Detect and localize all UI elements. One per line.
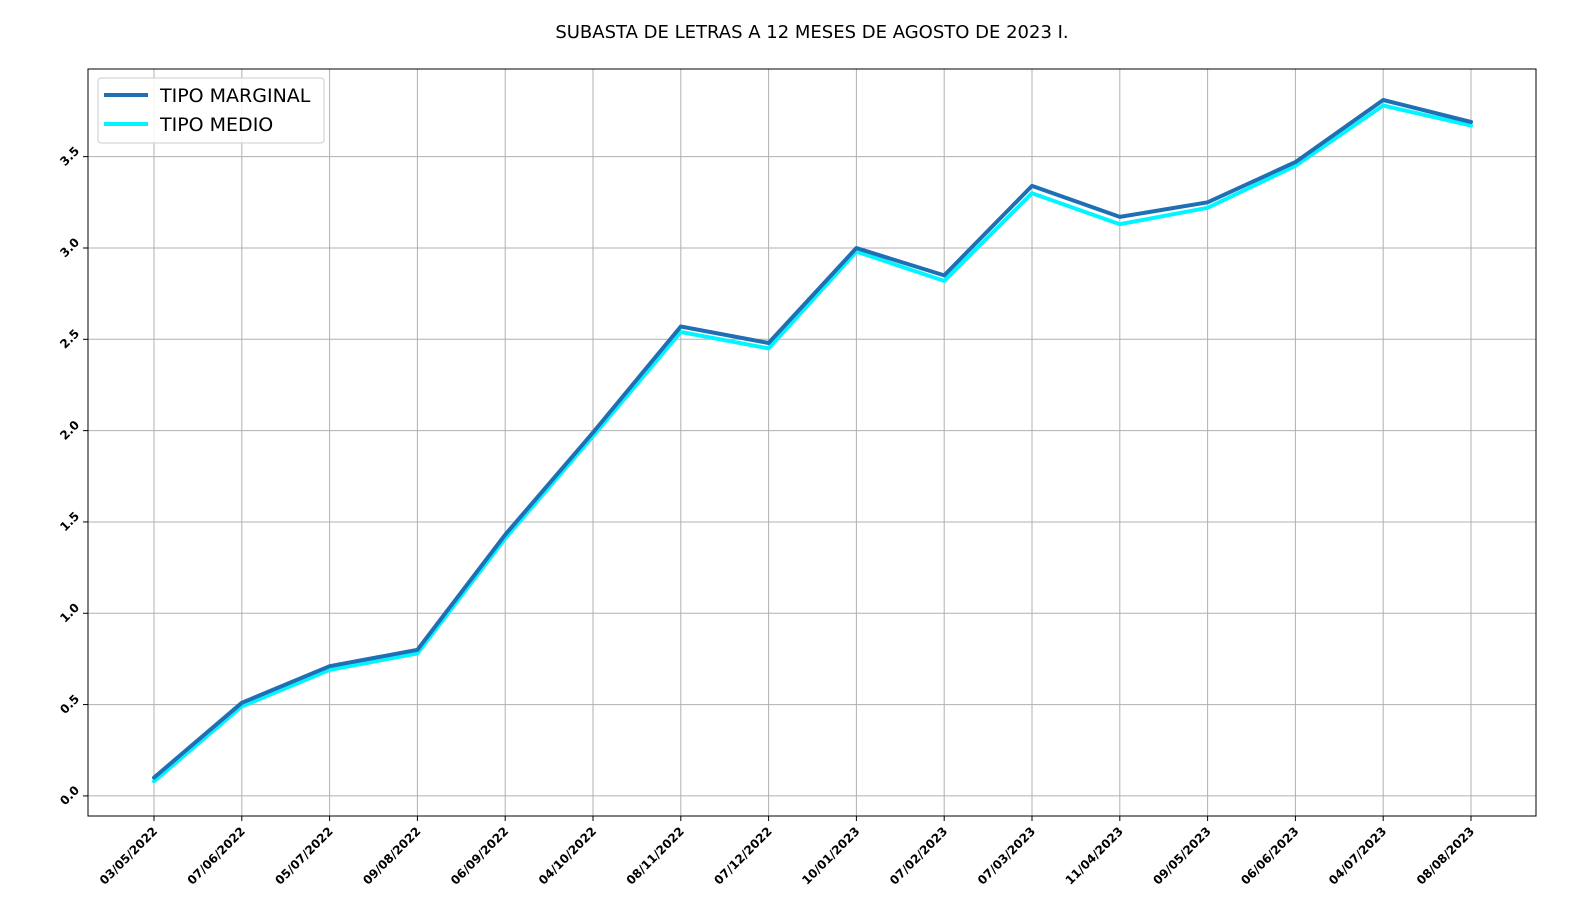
series-line-tipo-medio [152,103,1473,784]
x-tick-label: 08/08/2023 [1414,824,1477,887]
x-tick-label: 04/07/2023 [1326,824,1389,887]
x-tick-label: 10/01/2023 [799,824,862,887]
x-tick-label: 06/09/2022 [448,824,511,887]
x-tick-label: 08/11/2022 [624,824,687,887]
y-tick-label: 2.5 [57,326,82,351]
plot-frame [87,68,1537,817]
y-tick-label: 3.5 [57,144,82,169]
legend-box [97,77,325,144]
x-tick-label: 07/03/2023 [975,824,1038,887]
x-tick-label: 05/07/2022 [272,824,335,887]
legend-label: TIPO MARGINAL [159,85,311,107]
y-tick-label: 0.5 [57,692,82,717]
x-tick-label: 09/08/2022 [360,824,423,887]
x-tick-label: 07/02/2023 [887,824,950,887]
y-axis: 0.0 0.5 1.0 1.5 2.0 2.5 3.0 3.5 [57,144,88,808]
legend-label: TIPO MEDIO [159,114,273,136]
y-tick-label: 1.0 [57,600,82,625]
y-tick-label: 0.0 [57,783,82,808]
x-tick-label: 06/06/2023 [1238,824,1301,887]
grid [88,69,1536,816]
series-lines [152,98,1473,784]
y-tick-label: 2.0 [57,418,82,443]
chart-title: SUBASTA DE LETRAS A 12 MESES DE AGOSTO D… [555,22,1068,43]
x-tick-label: 07/06/2022 [185,824,248,887]
x-tick-label: 03/05/2022 [97,824,160,887]
x-tick-label: 11/04/2023 [1063,824,1126,887]
x-tick-label: 07/12/2022 [711,824,774,887]
y-tick-label: 1.5 [57,509,82,534]
x-tick-label: 09/05/2023 [1150,824,1213,887]
legend: TIPO MARGINAL TIPO MEDIO [97,77,325,144]
series-line-tipo-marginal [152,98,1473,780]
x-axis: 03/05/2022 07/06/2022 05/07/2022 09/08/2022… [97,816,1477,888]
y-tick-label: 3.0 [57,235,82,260]
x-tick-label: 04/10/2022 [536,824,599,887]
